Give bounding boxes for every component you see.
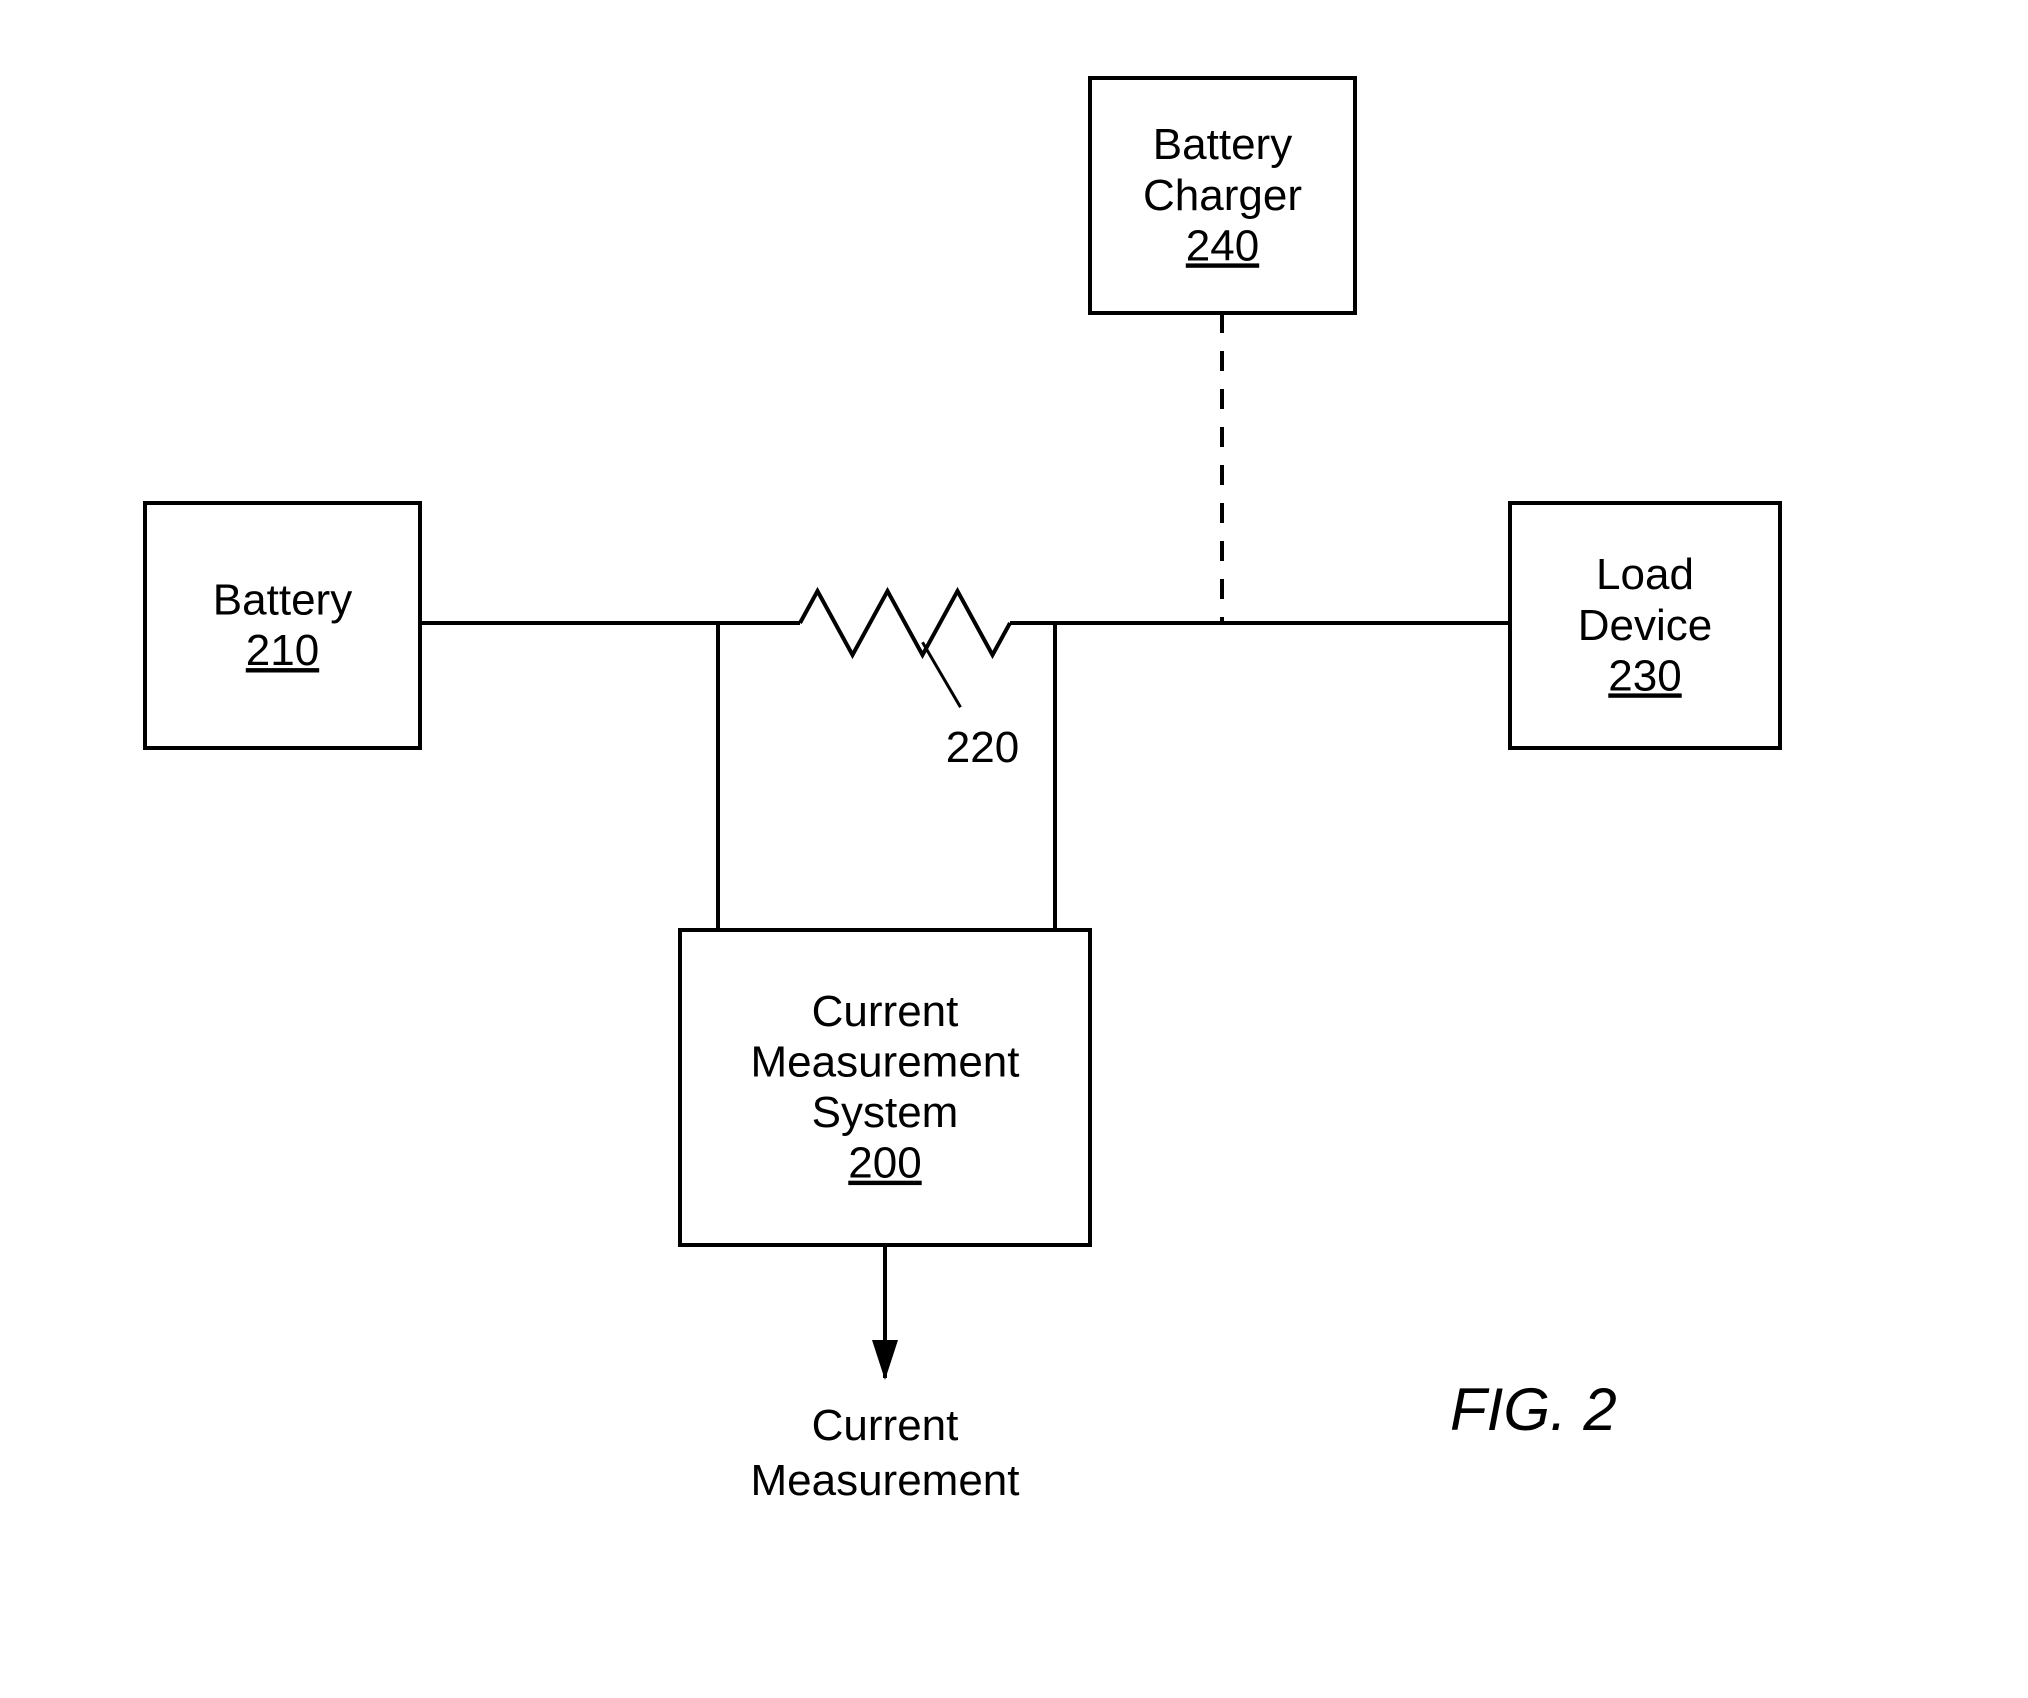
- cms-box-label-2: System: [812, 1088, 959, 1137]
- load-box-ref: 230: [1608, 651, 1681, 700]
- background: [0, 0, 2028, 1698]
- charger-box-label-0: Battery: [1153, 120, 1292, 169]
- output-label-2: Measurement: [750, 1456, 1019, 1505]
- output-label-1: Current: [812, 1401, 959, 1450]
- cms-box-label-1: Measurement: [750, 1038, 1019, 1087]
- resistor-ref: 220: [946, 723, 1019, 772]
- figure-label: FIG. 2: [1450, 1376, 1617, 1443]
- battery-box-label-0: Battery: [213, 576, 352, 625]
- battery-box-ref: 210: [246, 626, 319, 675]
- charger-box-label-1: Charger: [1143, 171, 1302, 220]
- load-box-label-1: Device: [1578, 601, 1713, 650]
- cms-box-label-0: Current: [812, 987, 959, 1036]
- charger-box-ref: 240: [1186, 221, 1259, 270]
- load-box-label-0: Load: [1596, 550, 1694, 599]
- cms-box-ref: 200: [848, 1139, 921, 1188]
